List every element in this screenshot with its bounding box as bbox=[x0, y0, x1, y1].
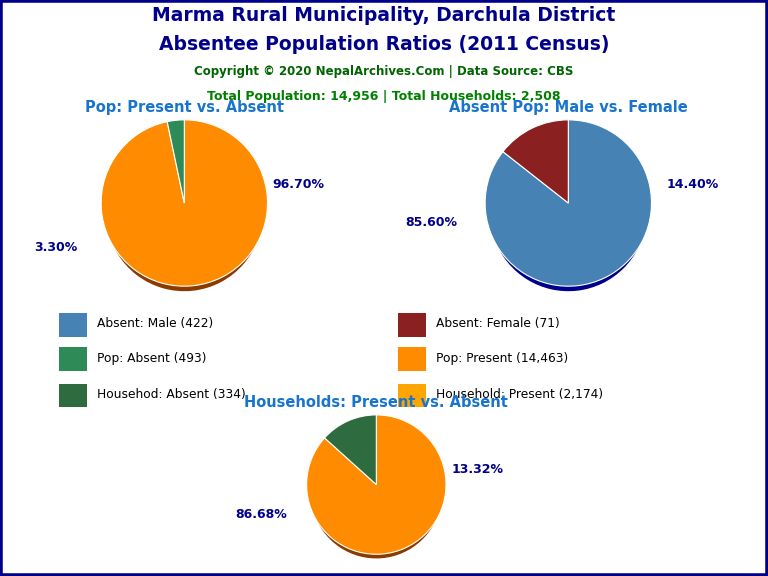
Text: 85.60%: 85.60% bbox=[405, 215, 457, 229]
Wedge shape bbox=[325, 415, 376, 484]
Text: Househod: Absent (334): Househod: Absent (334) bbox=[97, 388, 246, 401]
Text: Pop: Present (14,463): Pop: Present (14,463) bbox=[436, 352, 568, 365]
Wedge shape bbox=[507, 135, 568, 213]
Text: Absent: Male (422): Absent: Male (422) bbox=[97, 317, 213, 331]
FancyBboxPatch shape bbox=[399, 347, 426, 371]
FancyBboxPatch shape bbox=[59, 347, 87, 371]
Wedge shape bbox=[167, 120, 184, 203]
FancyBboxPatch shape bbox=[399, 313, 426, 336]
Wedge shape bbox=[101, 120, 267, 286]
Title: Pop: Present vs. Absent: Pop: Present vs. Absent bbox=[84, 100, 284, 115]
Title: Households: Present vs. Absent: Households: Present vs. Absent bbox=[244, 395, 508, 410]
Text: Absent: Female (71): Absent: Female (71) bbox=[436, 317, 560, 331]
Wedge shape bbox=[490, 135, 647, 291]
Wedge shape bbox=[311, 427, 442, 559]
Text: 86.68%: 86.68% bbox=[236, 509, 287, 521]
Wedge shape bbox=[485, 120, 651, 286]
Text: Absentee Population Ratios (2011 Census): Absentee Population Ratios (2011 Census) bbox=[159, 35, 609, 54]
Wedge shape bbox=[328, 427, 376, 493]
Text: 96.70%: 96.70% bbox=[273, 178, 325, 191]
FancyBboxPatch shape bbox=[399, 384, 426, 407]
Text: 3.30%: 3.30% bbox=[34, 241, 77, 254]
Text: Copyright © 2020 NepalArchives.Com | Data Source: CBS: Copyright © 2020 NepalArchives.Com | Dat… bbox=[194, 65, 574, 78]
Wedge shape bbox=[106, 135, 263, 291]
Text: Marma Rural Municipality, Darchula District: Marma Rural Municipality, Darchula Distr… bbox=[152, 6, 616, 25]
Text: 13.32%: 13.32% bbox=[452, 463, 503, 476]
Wedge shape bbox=[168, 135, 184, 213]
FancyBboxPatch shape bbox=[59, 384, 87, 407]
Wedge shape bbox=[306, 415, 446, 554]
FancyBboxPatch shape bbox=[59, 313, 87, 336]
Text: Total Population: 14,956 | Total Households: 2,508: Total Population: 14,956 | Total Househo… bbox=[207, 90, 561, 104]
Text: 14.40%: 14.40% bbox=[667, 178, 719, 191]
Text: Pop: Absent (493): Pop: Absent (493) bbox=[97, 352, 206, 365]
Title: Absent Pop: Male vs. Female: Absent Pop: Male vs. Female bbox=[449, 100, 687, 115]
Wedge shape bbox=[503, 120, 568, 203]
Text: Household: Present (2,174): Household: Present (2,174) bbox=[436, 388, 603, 401]
